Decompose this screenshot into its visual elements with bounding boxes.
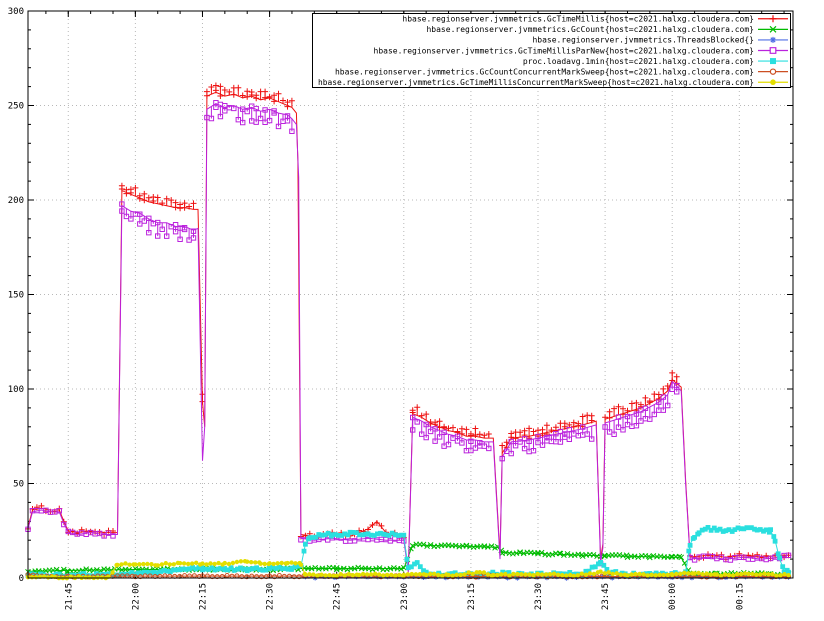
legend-entry: hbase.regionserver.jvmmetrics.GcCountCon… (335, 67, 788, 76)
x-tick-label: 22:45 (333, 583, 343, 610)
series-plots (25, 82, 792, 581)
series-4 (25, 100, 792, 573)
series-1 (25, 82, 792, 571)
grid-lines (28, 11, 793, 578)
x-tick-label: 22:15 (198, 583, 208, 610)
open-square-markers (25, 100, 792, 567)
legend-label: hbase.regionserver.jvmmetrics.GcCount{ho… (426, 25, 754, 34)
y-tick-label: 150 (8, 291, 24, 301)
legend-label: hbase.regionserver.jvmmetrics.GcTimeMill… (402, 15, 754, 24)
plot-border (27, 10, 794, 579)
x-tick-label: 23:45 (601, 583, 611, 610)
legend-entry: proc.loadavg.1min{host=c2021.halxg.cloud… (523, 57, 788, 66)
x-tick-label: 23:30 (534, 583, 544, 610)
legend-label: proc.loadavg.1min{host=c2021.halxg.cloud… (523, 57, 754, 66)
filled-circle-icon (770, 79, 776, 86)
legend-box (312, 13, 791, 88)
open-square-icon (769, 47, 777, 54)
legend: hbase.regionserver.jvmmetrics.GcTimeMill… (312, 13, 791, 88)
legend-entry: hbase.regionserver.jvmmetrics.ThreadsBlo… (532, 36, 788, 45)
axis-labels: 0 50 100 150 200 250 300 21:45 22:00 22:15 22:30 22… (8, 7, 746, 610)
x-tick-label: 00:00 (668, 583, 678, 610)
series-7 (25, 559, 791, 581)
x-tick-label: 21:45 (64, 583, 74, 610)
filled-circle-markers (25, 559, 791, 581)
x-tick-label: 23:15 (467, 583, 477, 610)
y-tick-label: 300 (8, 7, 24, 17)
legend-label: hbase.regionserver.jvmmetrics.GcTimeMill… (318, 78, 754, 87)
filled-square-markers (25, 525, 791, 579)
legend-entry: hbase.regionserver.jvmmetrics.GcTimeMill… (318, 78, 788, 87)
asterisk-icon (770, 36, 776, 43)
open-circle-icon (769, 68, 777, 75)
y-tick-label: 100 (8, 385, 24, 395)
y-tick-label: 250 (8, 102, 24, 112)
x-tick-label: 22:30 (266, 583, 276, 610)
y-tick-label: 200 (8, 196, 24, 206)
y-tick-label: 50 (13, 480, 24, 490)
legend-label: hbase.regionserver.jvmmetrics.GcCountCon… (335, 67, 754, 76)
legend-label: hbase.regionserver.jvmmetrics.ThreadsBlo… (532, 36, 754, 45)
x-tick-label: 00:15 (735, 583, 745, 610)
x-tick-label: 23:00 (400, 583, 410, 610)
filled-square-icon (770, 58, 776, 65)
legend-label: hbase.regionserver.jvmmetrics.GcTimeMill… (374, 46, 755, 55)
cross-icon (769, 25, 777, 33)
plus-markers (25, 82, 792, 563)
legend-entry: hbase.regionserver.jvmmetrics.GcTimeMill… (374, 46, 788, 55)
x-tick-label: 22:00 (131, 583, 141, 610)
y-tick-label: 0 (19, 574, 24, 584)
plus-icon (769, 15, 777, 23)
legend-entry: hbase.regionserver.jvmmetrics.GcCount{ho… (426, 25, 788, 34)
legend-entry: hbase.regionserver.jvmmetrics.GcTimeMill… (402, 15, 788, 24)
